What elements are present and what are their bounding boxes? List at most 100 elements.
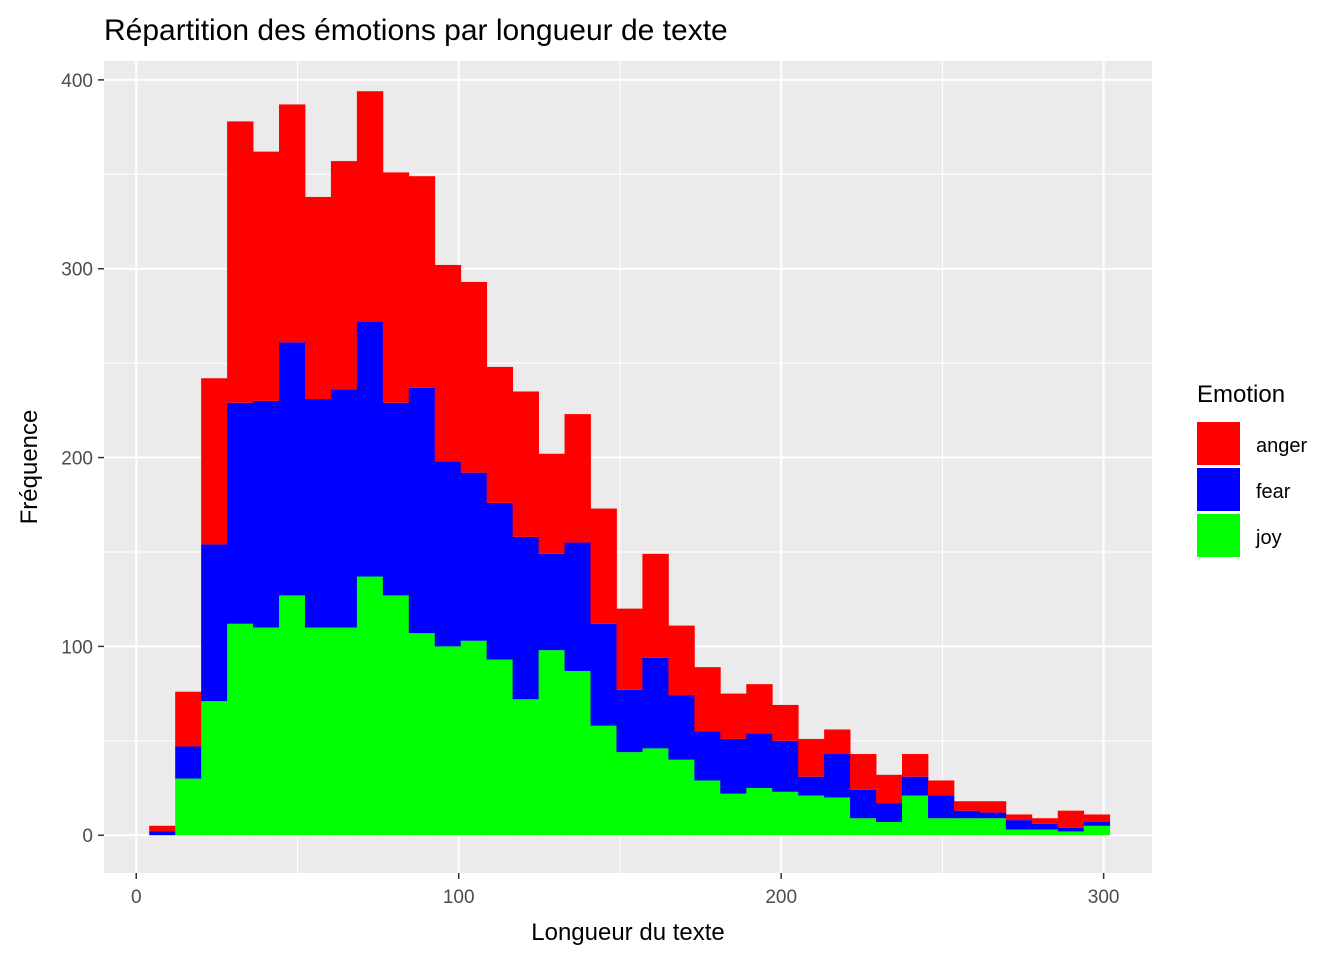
bar-anger (1057, 810, 1085, 828)
legend-key-anger (1197, 422, 1240, 465)
bar-joy (616, 752, 643, 836)
legend-key-joy (1197, 514, 1240, 557)
bar-anger (798, 738, 825, 777)
bar-fear (668, 695, 695, 760)
bar-joy (772, 791, 799, 836)
y-tick-label: 300 (61, 260, 93, 281)
bar-fear (564, 542, 591, 671)
x-tick-label: 300 (1088, 887, 1120, 908)
bar-anger (876, 774, 903, 804)
bar-fear (824, 754, 851, 798)
legend: Emotion anger fear joy (1197, 381, 1307, 557)
bar-fear (953, 810, 981, 819)
y-tick-label: 200 (61, 449, 93, 470)
bar-joy (590, 725, 617, 836)
bar-fear (175, 746, 202, 779)
bar-fear (279, 342, 306, 596)
bar-anger (408, 176, 436, 388)
bar-fear (304, 399, 332, 628)
bar-fear (486, 502, 514, 660)
bar-anger (746, 684, 773, 734)
bar-joy (850, 818, 877, 836)
bar-anger (979, 801, 1007, 813)
bar-joy (227, 623, 254, 836)
bar-fear (772, 740, 799, 792)
bar-anger (304, 196, 332, 400)
bar-anger (356, 91, 384, 322)
bar-anger (1083, 814, 1111, 823)
bar-fear (1005, 820, 1033, 830)
bar-fear (434, 461, 462, 647)
bar-anger (720, 693, 747, 739)
bar-fear (798, 776, 825, 796)
bar-anger (149, 825, 176, 832)
bar-fear (227, 402, 254, 624)
bar-fear (538, 553, 565, 651)
bar-anger (434, 264, 462, 462)
bar-fear (850, 789, 877, 819)
legend-label-anger: anger (1256, 435, 1307, 457)
bar-anger (616, 608, 643, 690)
legend-key-fear (1197, 468, 1240, 511)
bar-joy (642, 748, 669, 836)
bar-anger (642, 553, 669, 658)
bar-anger (824, 729, 851, 755)
bar-joy (175, 778, 202, 836)
bar-fear (746, 733, 773, 789)
bar-joy (330, 627, 358, 836)
x-tick-label: 100 (443, 887, 475, 908)
x-tick-label: 0 (131, 887, 142, 908)
bar-anger (486, 366, 514, 503)
bar-fear (149, 831, 176, 836)
bar-anger (772, 704, 799, 741)
bar-joy (746, 788, 773, 836)
bar-fear (642, 657, 669, 749)
bar-fear (927, 795, 955, 819)
bar-anger (564, 414, 591, 543)
bar-fear (694, 731, 721, 781)
bar-anger (382, 172, 410, 403)
bar-joy (253, 627, 280, 836)
bar-anger (590, 508, 617, 624)
legend-title: Emotion (1197, 381, 1285, 408)
legend-label-joy: joy (1255, 527, 1282, 549)
bar-fear (330, 389, 358, 628)
bar-fear (979, 812, 1007, 819)
bar-fear (201, 544, 228, 702)
bar-anger (1031, 818, 1059, 824)
bar-joy (824, 797, 851, 836)
bar-joy (201, 701, 228, 836)
bar-joy (434, 646, 462, 836)
bar-joy (460, 640, 488, 836)
bar-fear (382, 402, 410, 596)
bar-joy (564, 670, 591, 836)
bar-fear (1031, 823, 1059, 830)
bar-anger (850, 754, 877, 790)
bar-anger (694, 667, 721, 732)
bar-fear (590, 623, 617, 726)
y-tick-label: 400 (61, 71, 93, 92)
bar-fear (1057, 827, 1085, 832)
bar-anger (927, 780, 955, 796)
bar-joy (902, 795, 929, 836)
bar-joy (304, 627, 332, 836)
bar-joy (512, 699, 539, 836)
bar-anger (1005, 814, 1033, 821)
x-tick-label: 200 (765, 887, 797, 908)
bar-joy (927, 818, 955, 836)
bar-joy (1083, 825, 1111, 836)
bar-anger (512, 391, 539, 537)
bar-joy (1005, 829, 1033, 836)
bar-anger (330, 161, 358, 390)
bar-fear (356, 321, 384, 577)
bar-anger (668, 625, 695, 696)
bar-anger (902, 754, 929, 777)
bar-anger (175, 691, 202, 747)
bar-joy (953, 818, 981, 836)
bar-fear (253, 400, 280, 628)
bar-joy (408, 633, 436, 836)
bar-anger (538, 453, 565, 554)
bar-joy (798, 795, 825, 836)
bar-joy (668, 759, 695, 836)
